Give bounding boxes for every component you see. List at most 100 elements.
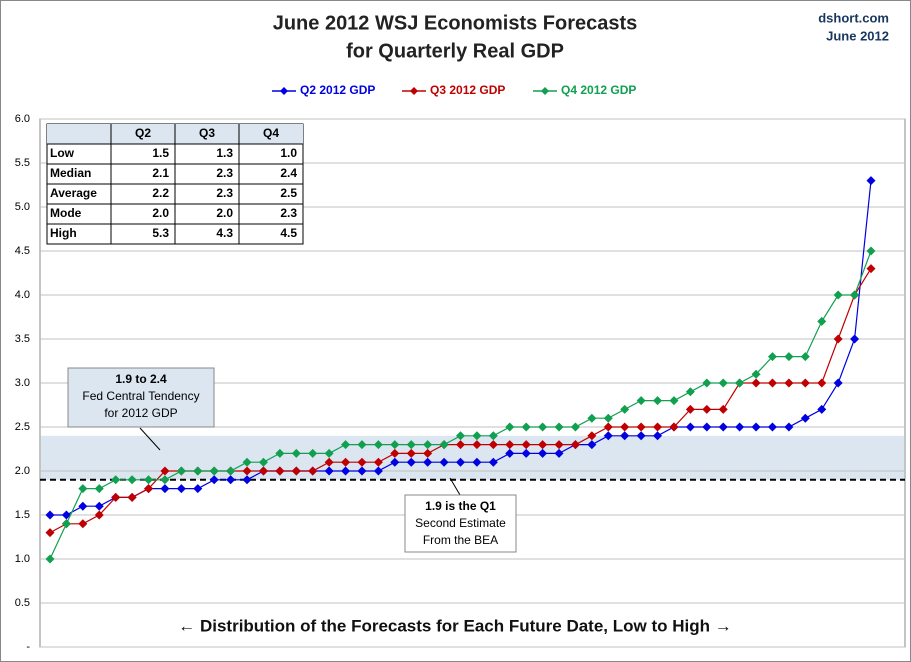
point [357,466,367,476]
point [538,440,548,450]
table-header: Q4 [263,126,279,140]
point [653,431,663,441]
y-tick-label: 2.0 [15,465,30,477]
point [160,466,170,476]
point [735,378,745,388]
point [439,457,449,467]
point [538,448,548,458]
point [94,510,104,520]
annotation-pointer [449,477,461,496]
table-cell: 1.5 [152,146,169,160]
point [406,440,416,450]
point [406,457,416,467]
point [505,422,515,432]
point [456,431,465,441]
point [488,440,498,450]
point [226,475,236,485]
point [373,440,383,450]
point [357,457,367,467]
point [784,378,794,388]
point [521,422,531,432]
annotation-text: 1.9 to 2.4 [115,372,167,386]
table-cell: 2.0 [152,206,169,220]
point [291,466,301,476]
point [406,448,416,458]
x-axis-label: ← Distribution of the Forecasts for Each… [178,616,731,635]
point [702,422,712,432]
point [505,440,515,450]
point [127,475,137,485]
point [390,457,400,467]
point [800,413,810,423]
point [61,510,71,520]
point [160,475,170,485]
point [209,466,219,476]
point [587,440,597,450]
point [718,378,728,388]
point [341,440,351,450]
point [653,396,663,406]
point [505,448,515,458]
point [850,334,860,344]
annotation-text: From the BEA [423,533,498,547]
point [176,484,186,494]
table-cell: 2.3 [280,206,297,220]
point [226,466,236,476]
point [554,448,564,458]
point [308,448,318,458]
point [620,404,630,414]
annotation-text: Fed Central Tendency [82,389,199,403]
point [78,501,88,511]
point [78,484,88,494]
point [488,457,498,467]
point [308,466,318,476]
point [242,466,252,476]
point [817,316,827,326]
point [767,352,777,362]
y-tick-label: 3.5 [15,333,30,345]
y-tick-label: 4.0 [15,289,30,301]
point [620,422,630,432]
point [784,422,794,432]
point [61,519,71,529]
table-cell: 2.2 [152,186,169,200]
point [554,422,564,432]
point [324,457,334,467]
band [41,435,904,480]
legend-label: Q3 2012 GDP [430,83,505,97]
point [784,352,794,362]
point [538,422,548,432]
y-tick-label: 1.0 [15,553,30,565]
point [800,352,810,362]
table-cell: Average [50,186,97,200]
point [850,290,860,300]
point [603,413,613,423]
point [817,404,827,414]
point [866,176,876,186]
point [603,422,613,432]
point [373,466,383,476]
point [341,457,351,467]
point [472,440,482,450]
point [456,457,465,467]
point [111,492,121,502]
table-cell: Low [50,146,75,160]
point [488,431,498,441]
table-header: Q2 [135,126,151,140]
annotation-pointer [139,427,161,451]
y-tick-label: 1.5 [15,509,30,521]
point [570,440,580,450]
point [45,554,55,564]
point [702,378,712,388]
legend-label: Q4 2012 GDP [561,83,636,97]
point [423,440,433,450]
point [653,422,663,432]
point [472,457,482,467]
point [176,466,186,476]
point [685,387,695,397]
y-tick-label: 5.5 [15,157,30,169]
point [341,466,351,476]
source: dshort.com [818,10,889,25]
point [817,378,827,388]
point [521,440,531,450]
